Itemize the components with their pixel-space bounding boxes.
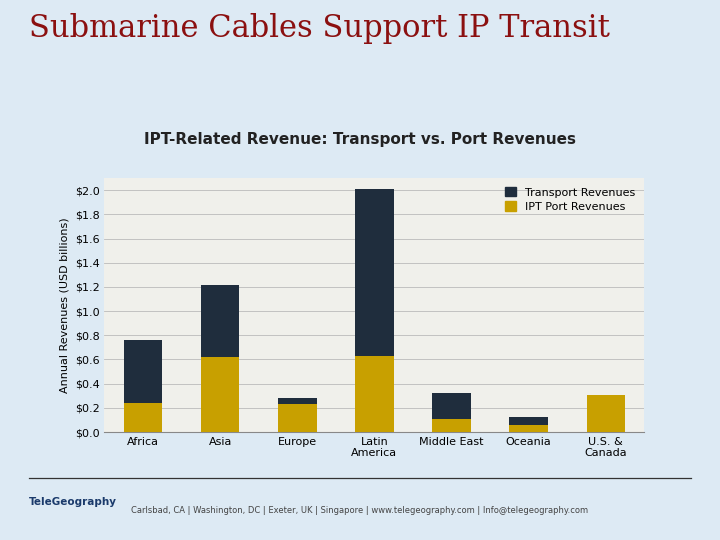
Bar [510,425,548,432]
Bar [432,418,471,432]
Bar [510,417,548,425]
Legend: Transport Revenues, IPT Port Revenues: Transport Revenues, IPT Port Revenues [502,184,639,215]
Text: Submarine Cables Support IP Transit: Submarine Cables Support IP Transit [29,14,610,44]
Bar [278,398,317,404]
Text: TeleGeography: TeleGeography [29,497,117,507]
Bar [124,403,162,432]
Bar [432,393,471,418]
Bar [587,395,625,432]
Text: IPT-Related Revenue: Transport vs. Port Revenues: IPT-Related Revenue: Transport vs. Port … [144,132,576,147]
Text: Carlsbad, CA | Washington, DC | Exeter, UK | Singapore | www.telegeography.com |: Carlsbad, CA | Washington, DC | Exeter, … [132,506,588,515]
Bar [278,404,317,432]
Bar [124,340,162,403]
Bar [355,189,394,356]
Bar [201,285,239,357]
Y-axis label: Annual Revenues (USD billions): Annual Revenues (USD billions) [59,217,69,393]
Bar [201,357,239,432]
Bar [355,356,394,432]
